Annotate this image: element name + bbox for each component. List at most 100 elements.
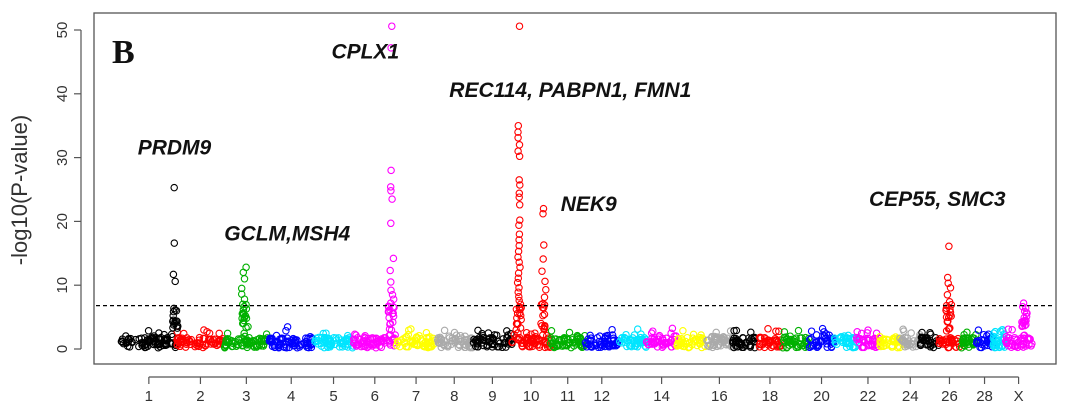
- peak-snp-point: [388, 195, 396, 203]
- snp-point: [853, 335, 861, 344]
- snp-point: [243, 339, 251, 348]
- snp-point: [976, 343, 984, 352]
- peak-snp-point: [514, 274, 523, 282]
- peak-snp-point: [515, 221, 523, 229]
- snp-point: [484, 329, 493, 337]
- snp-point: [440, 326, 449, 335]
- snp-point: [779, 336, 788, 345]
- x-tick-label: 4: [287, 388, 295, 405]
- peak-snp-point: [170, 239, 179, 247]
- snp-point: [926, 328, 934, 337]
- snp-point: [445, 332, 453, 340]
- snp-point: [207, 335, 215, 344]
- snp-point: [706, 341, 715, 349]
- snp-point: [426, 342, 434, 350]
- peak-snp-point: [515, 22, 524, 30]
- peak-snp-point: [171, 277, 179, 286]
- snp-point: [471, 342, 480, 351]
- snp-point: [609, 334, 618, 343]
- snp-point: [805, 343, 814, 352]
- snp-point: [760, 334, 769, 342]
- snp-point: [118, 335, 127, 343]
- snp-point: [324, 343, 332, 352]
- y-axis-label: -log10(P-value): [7, 115, 32, 265]
- snp-point: [979, 330, 988, 339]
- data-points: [117, 22, 1036, 352]
- peak-snp-point: [946, 308, 955, 316]
- snp-point: [583, 343, 591, 351]
- snp-point: [266, 334, 274, 342]
- snp-point: [691, 337, 699, 346]
- snp-point: [498, 343, 507, 352]
- x-tick-label: 10: [523, 388, 540, 405]
- peak-snp-point: [539, 209, 547, 218]
- x-tick-label: 7: [412, 388, 420, 405]
- snp-point: [658, 334, 667, 343]
- snp-point: [924, 336, 933, 344]
- snp-point: [608, 325, 616, 334]
- snp-point: [965, 334, 973, 343]
- snp-point: [440, 336, 448, 345]
- snp-point: [148, 334, 157, 343]
- snp-point: [707, 334, 716, 342]
- peak-snp-point: [514, 320, 522, 328]
- snp-point: [633, 343, 642, 351]
- x-tick-label: 5: [329, 388, 337, 405]
- snp-point: [685, 338, 694, 347]
- gene-label: GCLM,MSH4: [224, 223, 350, 246]
- snp-point: [489, 339, 497, 348]
- y-tick-label: 40: [54, 85, 71, 102]
- peak-snp-point: [542, 285, 550, 294]
- snp-point: [780, 328, 789, 336]
- snp-point: [983, 331, 991, 340]
- snp-point: [547, 334, 555, 342]
- snp-point: [775, 327, 783, 336]
- peak-snp-point: [943, 291, 952, 299]
- x-tick-label: 11: [560, 388, 576, 405]
- snp-point: [178, 334, 186, 343]
- snp-point: [553, 341, 561, 350]
- snp-point: [859, 343, 867, 351]
- snp-point: [153, 340, 162, 349]
- snp-point: [864, 326, 872, 334]
- snp-point: [547, 327, 556, 335]
- snp-point: [422, 328, 431, 337]
- peak-snp-point: [515, 189, 524, 198]
- snp-point: [679, 327, 687, 335]
- x-tick-label: 14: [653, 388, 670, 405]
- snp-point: [907, 329, 915, 337]
- snp-point: [404, 326, 413, 334]
- peak-snp-point: [385, 325, 394, 333]
- peak-snp-point: [947, 301, 956, 309]
- snp-point: [864, 336, 872, 344]
- snp-point: [792, 343, 800, 352]
- snp-point: [275, 335, 284, 344]
- snp-point: [339, 339, 348, 348]
- peak-snp-point: [944, 325, 953, 333]
- x-tick-label: 16: [711, 388, 728, 405]
- peak-snp-point: [387, 278, 395, 286]
- snp-point: [952, 343, 961, 351]
- snp-point: [853, 328, 861, 336]
- snp-point: [946, 334, 954, 342]
- snp-point: [302, 334, 310, 342]
- snp-point: [899, 325, 907, 334]
- snp-point: [385, 336, 393, 345]
- snp-point: [282, 326, 290, 335]
- snp-point: [741, 341, 750, 349]
- snp-point: [303, 343, 311, 351]
- snp-point: [796, 334, 805, 342]
- y-tick-label: 50: [54, 22, 71, 39]
- peak-snp-point: [389, 309, 397, 318]
- panel-label: B: [112, 34, 135, 71]
- x-tick-label: 6: [371, 388, 379, 405]
- snp-point: [324, 340, 333, 349]
- snp-point: [325, 335, 333, 343]
- snp-point: [370, 334, 378, 343]
- snp-point: [234, 335, 243, 343]
- snp-point: [831, 338, 839, 347]
- snp-point: [647, 329, 656, 337]
- snp-point: [974, 326, 983, 334]
- snp-point: [990, 341, 999, 350]
- peak-snp-point: [538, 303, 547, 312]
